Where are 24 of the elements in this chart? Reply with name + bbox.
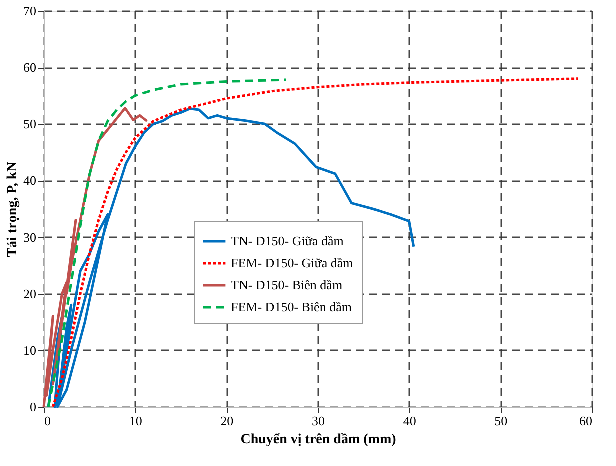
x-tick-label: 40 bbox=[403, 414, 416, 428]
y-tick-label: 40 bbox=[24, 173, 36, 188]
x-tick-label: 30 bbox=[312, 414, 325, 428]
x-tick-label: 50 bbox=[494, 414, 508, 428]
x-tick-label: 60 bbox=[580, 414, 592, 428]
x-tick-label: 10 bbox=[129, 414, 142, 428]
y-axis-title: Tải trọng, P, kN bbox=[6, 162, 20, 258]
line-series bbox=[42, 107, 148, 408]
y-tick-label: 0 bbox=[30, 400, 36, 414]
y-tick-label: 50 bbox=[24, 116, 36, 132]
y-tick-label: 10 bbox=[24, 342, 36, 358]
line-series bbox=[52, 78, 580, 408]
legend-label: FEM- D150- Giữa dầm bbox=[231, 256, 354, 270]
y-tick-label: 20 bbox=[24, 286, 36, 302]
legend-label: FEM- D150- Biên dầm bbox=[231, 300, 352, 314]
x-tick-label: 20 bbox=[220, 414, 234, 428]
line-series bbox=[47, 108, 416, 408]
x-axis-title: Chuyển vị trên dầm (mm) bbox=[240, 432, 397, 448]
legend-label: TN- D150- Giữa dầm bbox=[231, 234, 344, 248]
x-tick-label: 0 bbox=[44, 414, 51, 428]
y-tick-label: 70 bbox=[24, 4, 36, 18]
y-tick-label: 60 bbox=[24, 60, 36, 76]
legend-label: TN- D150- Biên dầm bbox=[231, 278, 343, 292]
y-tick-label: 30 bbox=[24, 230, 36, 245]
